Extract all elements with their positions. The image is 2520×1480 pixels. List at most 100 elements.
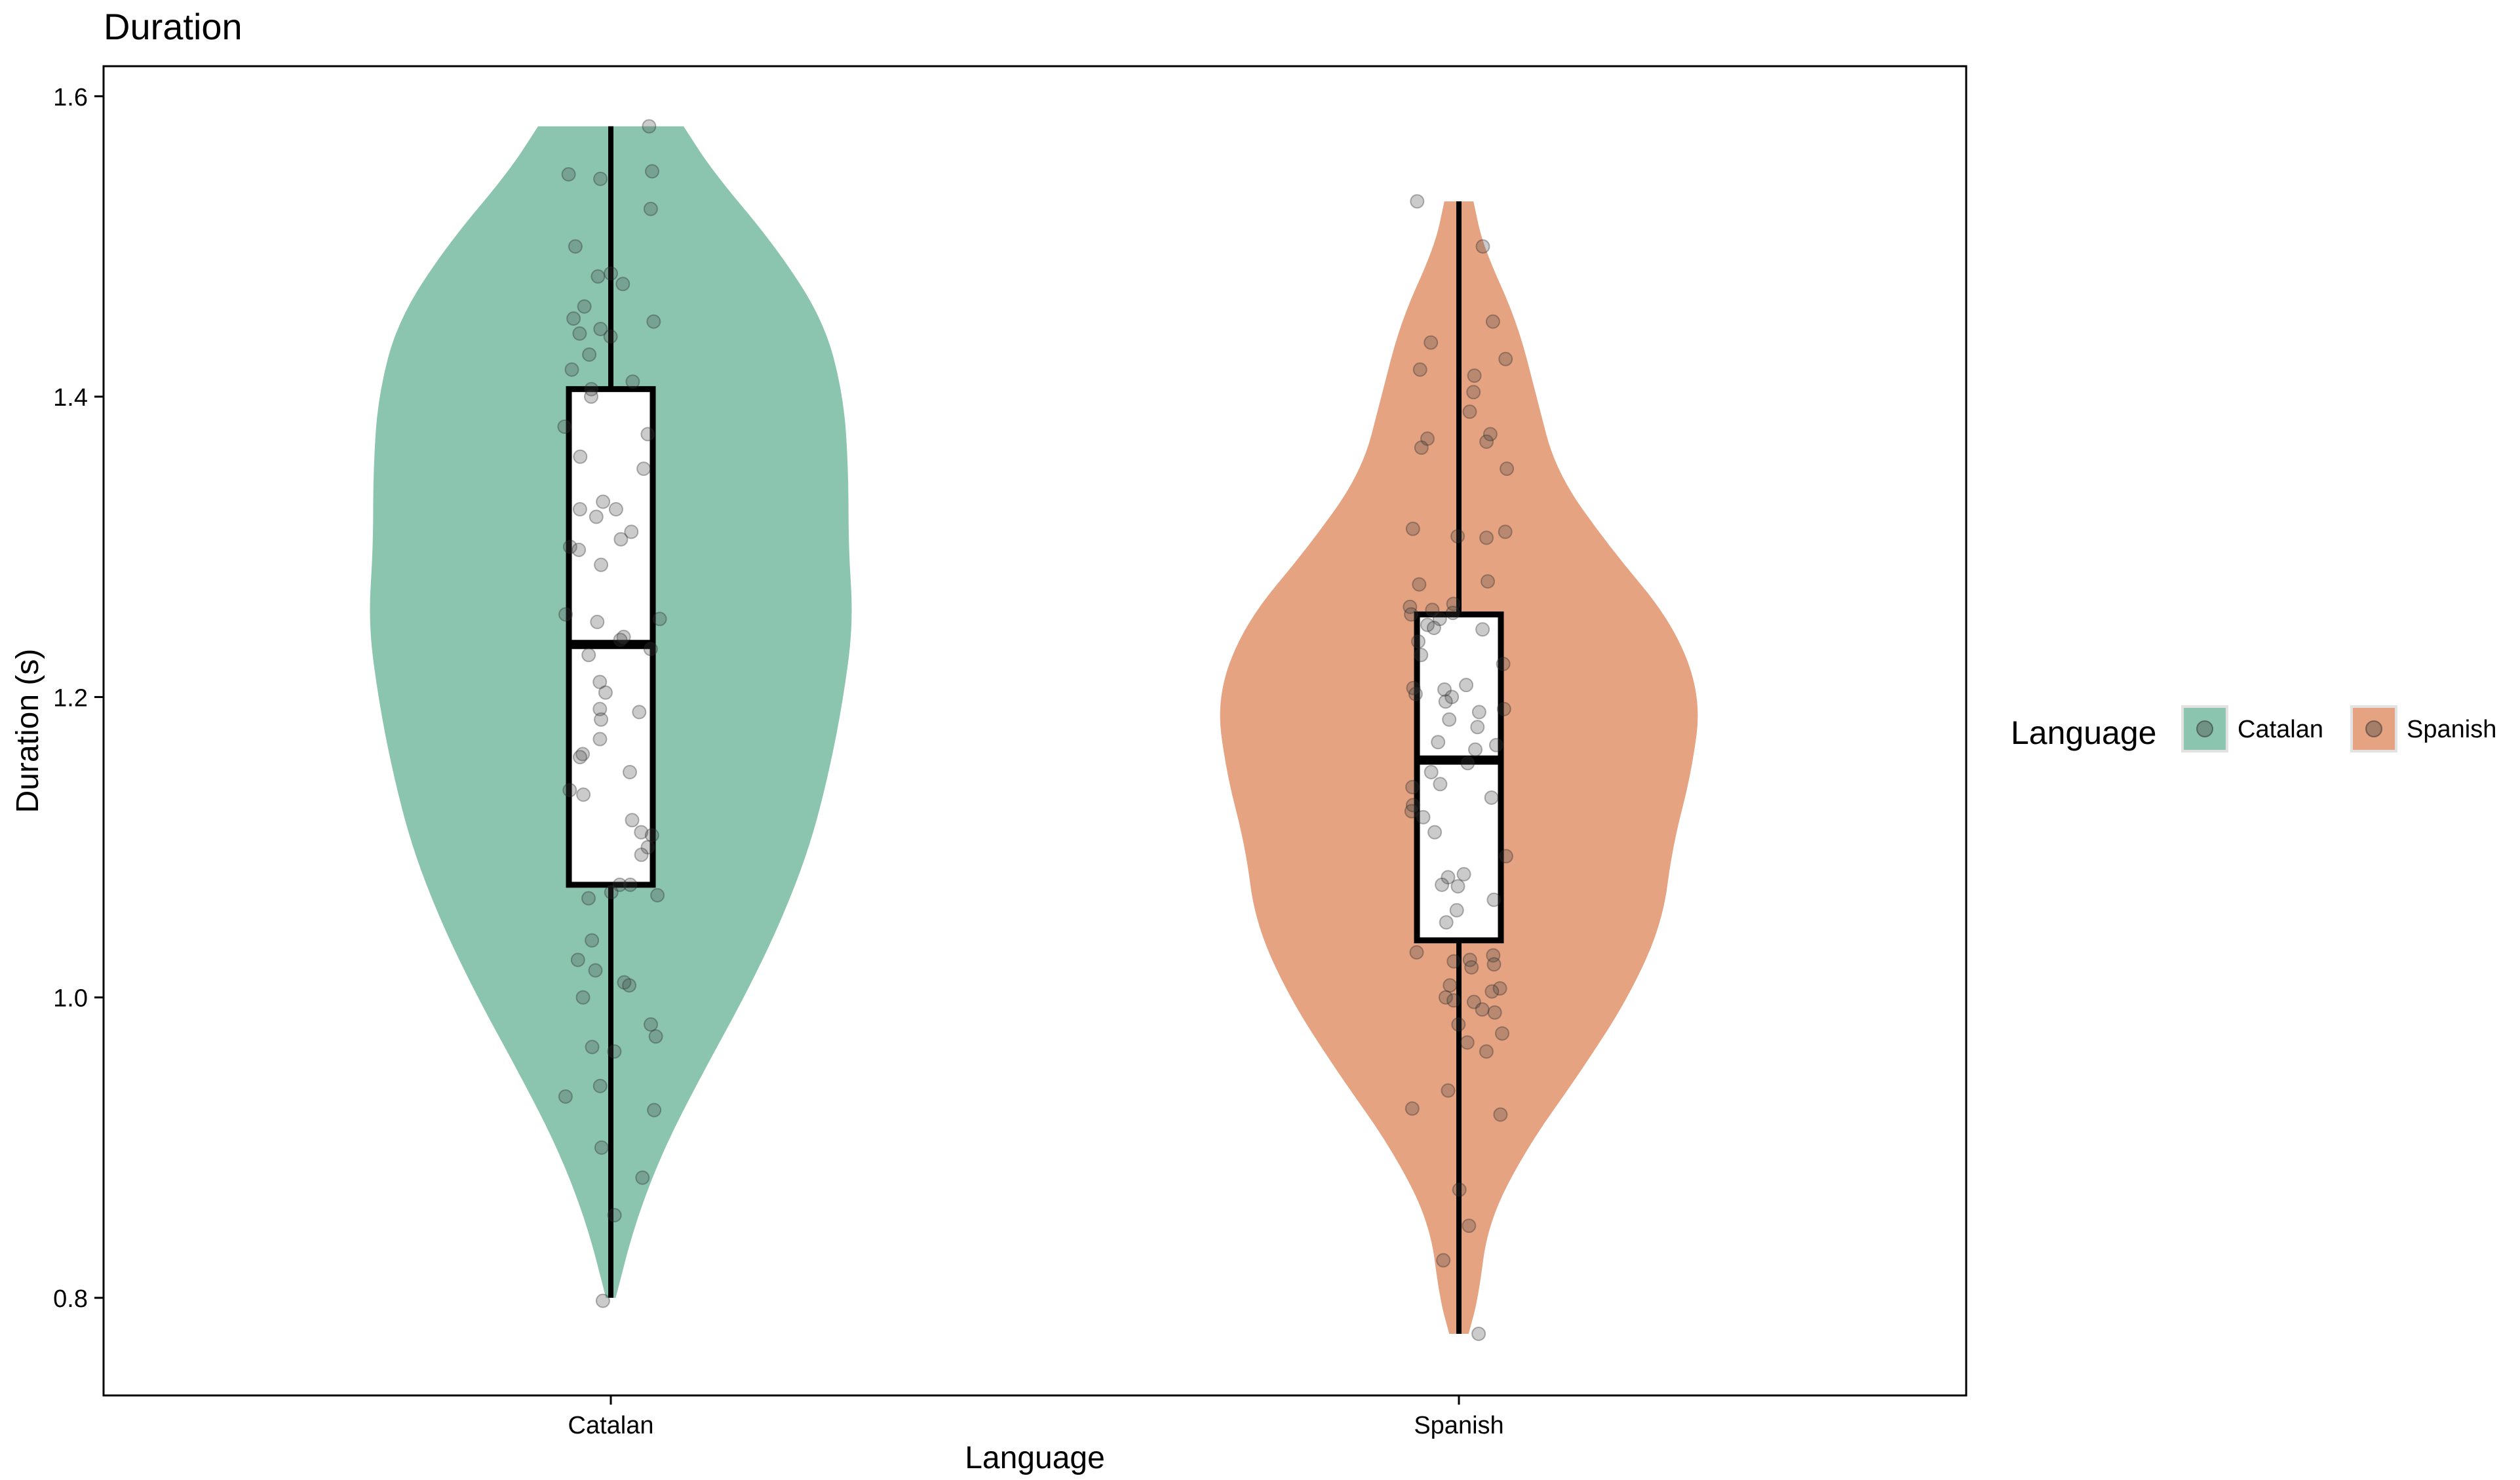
data-point [616, 629, 631, 644]
data-point [647, 1102, 662, 1118]
data-point [573, 750, 587, 765]
data-point [1411, 634, 1425, 649]
data-point [1495, 1026, 1509, 1041]
data-point [1500, 461, 1515, 477]
data-point [1442, 712, 1457, 727]
data-point [1479, 1044, 1494, 1059]
data-point [645, 164, 659, 179]
data-point [581, 891, 596, 906]
data-point [1496, 657, 1511, 671]
data-point [1496, 701, 1511, 716]
data-point [1450, 879, 1465, 894]
data-point [592, 1078, 608, 1093]
y-tick-label: 1.0 [53, 985, 88, 1013]
plot-border [102, 65, 1968, 1397]
box-spanish [1414, 611, 1504, 944]
data-point [644, 828, 659, 843]
data-point [1404, 804, 1419, 819]
data-point [1449, 903, 1464, 918]
data-point [575, 990, 591, 1005]
data-point [584, 381, 599, 397]
data-point [625, 813, 640, 828]
legend-label-catalan: Catalan [2238, 716, 2323, 743]
data-point [585, 933, 600, 948]
data-point [650, 887, 665, 903]
data-point [1460, 756, 1475, 771]
data-point [1475, 622, 1490, 637]
legend: Language Catalan Spanish [2011, 705, 2496, 752]
data-point [1479, 530, 1494, 545]
data-point [1410, 194, 1425, 209]
data-point [1466, 385, 1481, 400]
data-point [575, 747, 591, 762]
data-point [594, 1140, 609, 1155]
data-point [1462, 1218, 1477, 1234]
violin-group-spanish [1220, 194, 1698, 1341]
data-point [1467, 368, 1482, 383]
data-point [624, 524, 639, 539]
data-point [558, 607, 573, 622]
data-point [1414, 440, 1429, 455]
data-point [1414, 648, 1429, 663]
data-point [1441, 870, 1456, 885]
data-point [591, 269, 606, 284]
data-point [566, 311, 581, 326]
data-point [1484, 790, 1499, 805]
data-point [642, 119, 657, 134]
data-point [1420, 617, 1435, 633]
data-point [1437, 682, 1452, 697]
legend-key-point [2196, 720, 2213, 737]
data-point [652, 612, 667, 627]
data-point [644, 1017, 658, 1032]
data-point [615, 277, 630, 292]
data-point [1446, 954, 1462, 969]
data-point [598, 685, 613, 700]
data-point [1443, 978, 1458, 993]
data-point [572, 326, 587, 341]
data-point [585, 1040, 600, 1055]
data-point [1425, 602, 1440, 617]
data-point [1406, 680, 1421, 695]
data-point [581, 648, 596, 663]
data-point [1403, 599, 1418, 614]
y-tick-label: 1.6 [53, 84, 88, 111]
data-point [623, 877, 638, 892]
data-point [1460, 1035, 1475, 1050]
data-point [1487, 1005, 1502, 1020]
data-point [588, 963, 603, 978]
data-point [635, 1170, 650, 1185]
data-point [589, 509, 604, 524]
data-point [1486, 892, 1502, 907]
data-point [612, 877, 627, 892]
y-tick-label: 1.4 [53, 384, 88, 412]
data-point [1486, 948, 1501, 963]
data-point [1466, 994, 1481, 1009]
data-point [576, 787, 591, 802]
data-point [1498, 351, 1513, 366]
data-point [1459, 678, 1474, 693]
data-point [1432, 612, 1447, 627]
data-point [1475, 239, 1490, 254]
data-point [590, 614, 605, 629]
y-tick-label: 0.8 [53, 1285, 88, 1313]
data-point [1483, 427, 1498, 442]
data-point [594, 712, 609, 727]
box-catalan [566, 386, 656, 888]
data-point [584, 389, 598, 404]
data-point [1404, 607, 1419, 622]
data-point [564, 362, 579, 377]
plot-area [370, 119, 1698, 1341]
data-point [1412, 362, 1427, 377]
data-point [1445, 606, 1460, 621]
data-point [1479, 434, 1494, 449]
data-point [1405, 779, 1420, 794]
data-point [562, 539, 577, 555]
y-axis: 0.8 1.0 1.2 1.4 1.6 [53, 84, 104, 1313]
legend-key-spanish [2350, 705, 2397, 752]
data-point [636, 461, 651, 477]
data-point [1416, 809, 1431, 825]
data-point [632, 705, 647, 720]
data-point [622, 978, 637, 993]
data-point [1450, 529, 1465, 544]
data-point [1484, 984, 1500, 999]
